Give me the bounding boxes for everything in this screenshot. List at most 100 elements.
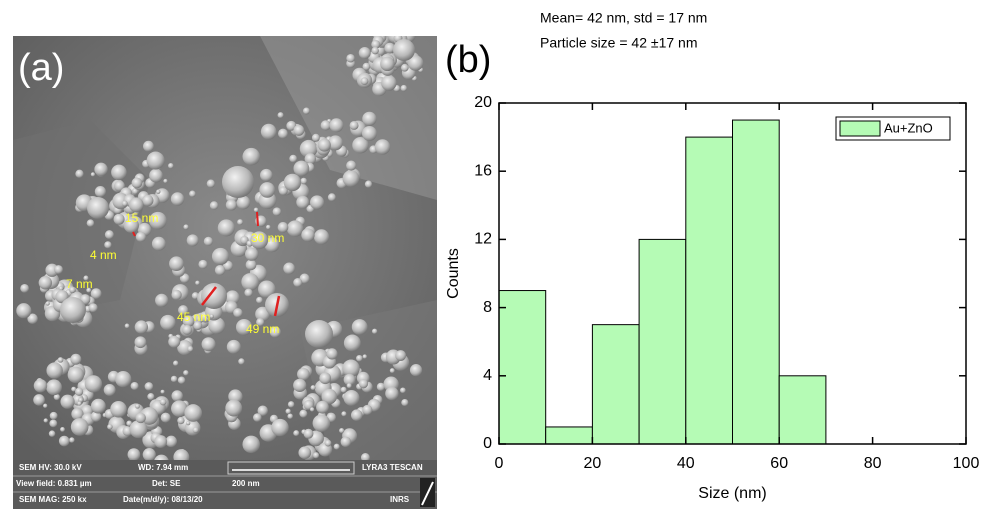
measurement-label: 15 nm	[125, 211, 158, 225]
particle	[160, 314, 176, 331]
x-tick-label: 100	[953, 455, 980, 472]
particle	[293, 160, 310, 177]
particle	[277, 222, 289, 233]
particle	[211, 247, 230, 265]
particle	[300, 177, 308, 185]
particle	[201, 337, 216, 352]
particle	[151, 236, 166, 251]
particle	[198, 259, 208, 269]
particle	[400, 63, 409, 72]
particle	[236, 195, 251, 210]
particle	[27, 313, 38, 325]
particle	[135, 403, 140, 409]
particle	[53, 393, 60, 401]
particle	[149, 168, 163, 183]
particle	[400, 84, 408, 92]
particle	[134, 336, 147, 349]
particle	[341, 411, 347, 417]
particle	[302, 107, 310, 115]
particle	[86, 219, 95, 227]
particle	[265, 224, 271, 230]
bar	[545, 426, 593, 445]
particle	[272, 207, 282, 216]
particle	[169, 256, 184, 272]
particle	[71, 386, 77, 392]
particle	[304, 153, 317, 165]
particle	[293, 124, 305, 136]
particle	[71, 407, 84, 421]
particle	[250, 231, 269, 250]
particle	[142, 448, 156, 460]
particle	[163, 178, 168, 184]
particle	[187, 345, 194, 352]
particle	[260, 123, 277, 140]
particle	[60, 297, 86, 323]
particle	[48, 430, 56, 437]
particle	[389, 368, 395, 374]
particle	[146, 151, 165, 170]
particle	[346, 383, 352, 389]
particle	[170, 192, 185, 206]
particle	[127, 448, 141, 460]
particle	[329, 118, 344, 133]
particle	[240, 235, 249, 245]
x-tick-label: 0	[495, 455, 504, 472]
particle	[225, 290, 240, 305]
sem-annotations	[132, 211, 281, 317]
info-text: LYRA3 TESCAN	[362, 463, 423, 472]
particle	[340, 386, 347, 393]
particle	[350, 409, 363, 421]
particle	[195, 280, 200, 286]
particle	[113, 213, 125, 225]
measurement-label: 4 nm	[90, 248, 117, 262]
particle	[362, 354, 367, 359]
particle	[287, 413, 293, 419]
particle	[104, 230, 114, 240]
particle	[77, 401, 82, 406]
particle	[208, 317, 226, 335]
particle	[371, 40, 381, 49]
particle	[333, 443, 340, 450]
particle	[60, 394, 75, 409]
particle	[225, 199, 237, 211]
particle	[283, 173, 302, 192]
particle	[312, 414, 331, 432]
logo-mark	[421, 481, 434, 506]
particle	[168, 335, 181, 348]
particle	[84, 375, 103, 393]
particle	[33, 394, 45, 406]
info-text: 200 nm	[232, 479, 260, 488]
particle	[343, 389, 360, 406]
particle	[384, 42, 396, 54]
particle	[362, 62, 371, 71]
particle	[171, 400, 188, 417]
particle	[264, 237, 280, 253]
particle	[317, 138, 331, 152]
measurement-label: 30 nm	[251, 231, 284, 245]
particle	[358, 379, 369, 389]
particle	[16, 303, 32, 319]
particle	[409, 364, 423, 377]
particle	[351, 319, 368, 335]
panel-label: (a)	[18, 47, 64, 89]
particle	[156, 189, 161, 194]
info-text: WD: 7.94 mm	[138, 463, 188, 472]
particle	[143, 140, 154, 152]
particle	[256, 296, 263, 304]
particle	[256, 318, 265, 327]
x-tick-label: 80	[864, 455, 882, 472]
particle	[241, 273, 259, 291]
particle	[149, 211, 167, 230]
info-text: SEM MAG: 250 kx	[19, 495, 87, 504]
particle	[381, 75, 397, 91]
particle	[155, 293, 169, 308]
particle	[183, 224, 189, 230]
particle	[182, 315, 195, 328]
particle	[129, 420, 148, 439]
info-text: Det: SE	[152, 479, 181, 488]
particle	[90, 288, 102, 300]
particle	[360, 453, 370, 460]
particle	[343, 373, 356, 386]
measure-line	[256, 211, 259, 227]
y-tick-label: 4	[483, 367, 492, 384]
